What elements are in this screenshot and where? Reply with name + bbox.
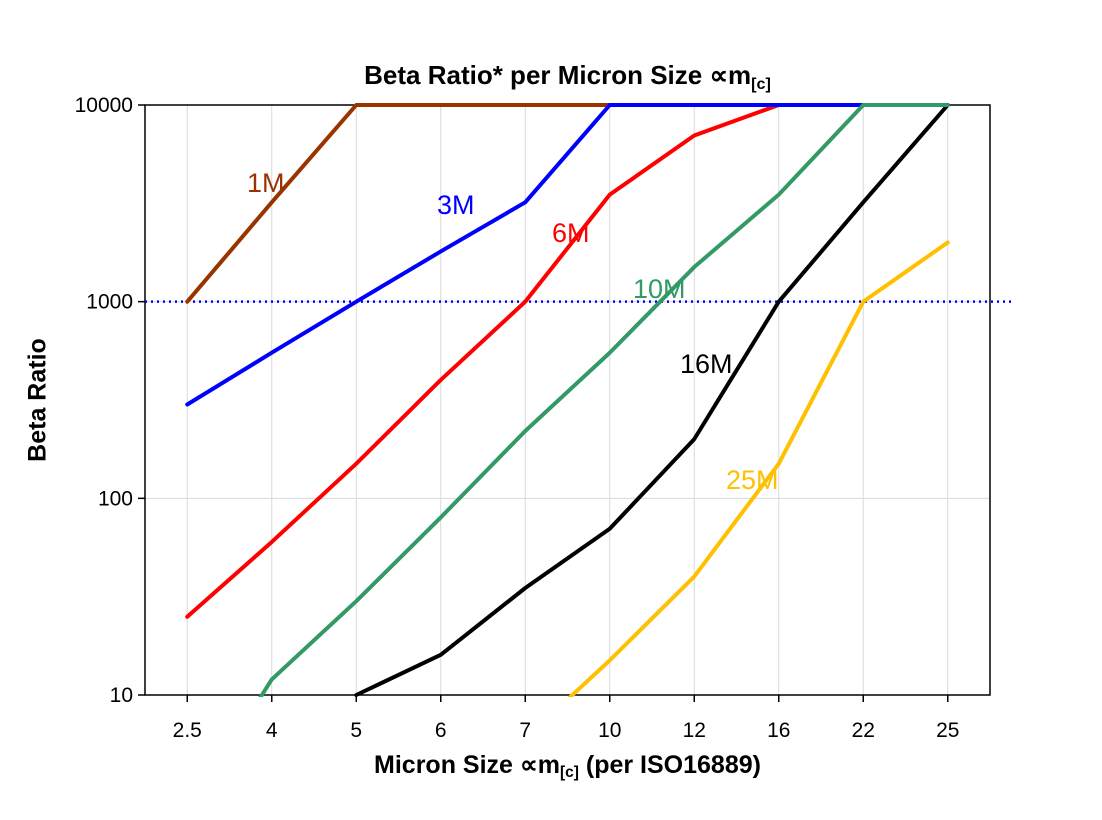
- x-tick-label: 4: [266, 719, 278, 742]
- series-label-6M: 6M: [552, 218, 590, 248]
- y-tick-label: 1000: [86, 291, 133, 314]
- series-label-10M: 10M: [633, 274, 686, 304]
- series-line-10M: [258, 103, 950, 697]
- x-tick-label: 5: [350, 719, 362, 742]
- x-axis-title-subscript: [c]: [559, 764, 579, 782]
- x-tick-label: 2.5: [173, 719, 202, 742]
- series-label-25M: 25M: [726, 465, 779, 495]
- x-tick-labels: 2.5 4 5 6 7 10 12 16 22 25: [173, 719, 960, 742]
- x-tick-label: 16: [767, 719, 790, 742]
- series-lines: [185, 103, 950, 697]
- y-tick-label: 100: [98, 487, 133, 510]
- y-tick-labels: 10 100 1000 10000: [75, 94, 133, 707]
- y-axis-title: Beta Ratio: [23, 338, 52, 462]
- x-axis-title: Micron Size ∝m[c] (per ISO16889): [145, 750, 990, 782]
- x-tick-label: 22: [852, 719, 875, 742]
- y-tick-label: 10: [110, 684, 133, 707]
- series-labels: 1M 3M 6M 10M 16M 25M: [247, 168, 779, 495]
- series-line-25M: [567, 240, 950, 697]
- x-tick-label: 25: [936, 719, 959, 742]
- series-line-3M: [185, 103, 950, 407]
- x-axis-title-text: Micron Size ∝m: [374, 751, 560, 779]
- y-tick-label: 10000: [75, 94, 133, 117]
- x-tick-label: 6: [435, 719, 447, 742]
- series-line-16M: [354, 103, 950, 697]
- series-label-3M: 3M: [437, 190, 475, 220]
- x-tick-label: 12: [683, 719, 706, 742]
- chart-title-subscript: [c]: [751, 74, 771, 93]
- series-label-1M: 1M: [247, 168, 285, 198]
- chart-title-text: Beta Ratio* per Micron Size ∝m: [364, 60, 752, 90]
- x-tick-label: 7: [519, 719, 531, 742]
- chart-title: Beta Ratio* per Micron Size ∝m[c]: [145, 60, 990, 93]
- x-axis-title-suffix: (per ISO16889): [578, 751, 761, 779]
- series-label-16M: 16M: [680, 349, 733, 379]
- x-tick-label: 10: [598, 719, 621, 742]
